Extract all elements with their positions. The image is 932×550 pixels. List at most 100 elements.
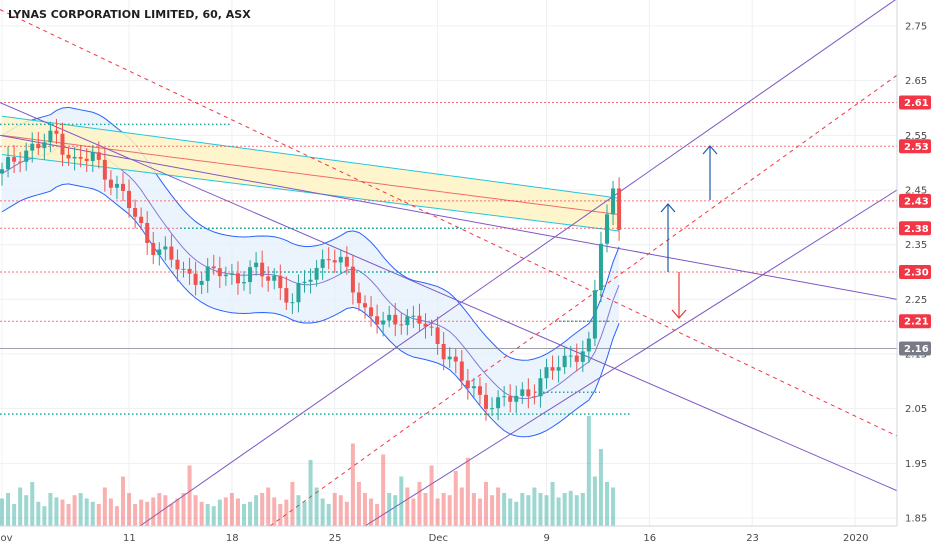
volume-bar — [568, 490, 573, 526]
volume-bar — [369, 498, 374, 526]
candle-body — [405, 316, 410, 326]
volume-bars — [0, 416, 616, 526]
volume-bar — [502, 493, 507, 526]
candle-body — [151, 242, 156, 256]
volume-bar — [296, 495, 301, 526]
price-badge-label: 2.21 — [904, 317, 929, 328]
volume-bar — [235, 498, 240, 526]
volume-bar — [308, 460, 313, 526]
candle-body — [84, 158, 89, 162]
candle-body — [30, 143, 35, 151]
volume-bar — [405, 487, 410, 526]
time-tick-label: 11 — [123, 533, 136, 544]
ma-cloud — [2, 116, 620, 231]
candle-body — [0, 169, 4, 174]
volume-bar — [290, 482, 295, 526]
candle-body — [568, 355, 573, 357]
volume-bar — [496, 487, 501, 526]
volume-bar — [574, 495, 579, 526]
candle-body — [169, 246, 174, 260]
volume-bar — [429, 465, 434, 526]
price-tick-label: 2.75 — [905, 22, 927, 33]
candle-body — [586, 338, 591, 352]
candle-body — [356, 292, 361, 304]
candle-body — [199, 280, 204, 285]
candle-body — [562, 355, 567, 368]
volume-bar — [381, 454, 386, 526]
candle-body — [477, 386, 482, 395]
time-tick-label: 23 — [746, 533, 759, 544]
price-badge-label: 2.61 — [904, 98, 929, 109]
candle-body — [108, 179, 113, 188]
volume-bar — [217, 499, 222, 526]
volume-bar — [114, 506, 119, 526]
volume-bar — [36, 501, 41, 526]
volume-bar — [78, 493, 83, 526]
volume-bar — [332, 493, 337, 526]
candles — [0, 118, 622, 421]
volume-bar — [562, 493, 567, 526]
candle-body — [598, 243, 603, 291]
volume-bar — [24, 495, 29, 526]
price-tick-label: 2.55 — [905, 131, 927, 142]
candle-body — [175, 259, 180, 270]
candle-body — [260, 262, 265, 277]
candle-body — [217, 268, 222, 277]
volume-bar — [302, 501, 307, 526]
candle-body — [163, 246, 168, 250]
volume-bar — [96, 504, 101, 526]
candle-body — [18, 161, 23, 163]
volume-bar — [514, 501, 519, 526]
price-badge: 2.38 — [899, 221, 931, 236]
price-tick-label: 2.05 — [905, 404, 927, 415]
candle-body — [211, 266, 216, 269]
candle-body — [411, 315, 416, 317]
candle-body — [290, 302, 295, 304]
volume-bar — [187, 465, 192, 526]
candle-body — [90, 152, 95, 162]
candle-body — [399, 324, 404, 326]
candle-body — [538, 378, 543, 397]
trend-line-lower-desc — [0, 102, 898, 492]
volume-bar — [12, 504, 17, 526]
price-badge-label: 2.16 — [904, 344, 929, 355]
candle-body — [187, 268, 192, 274]
candle-body — [139, 216, 144, 224]
candle-body — [60, 133, 65, 155]
candle-body — [429, 326, 434, 328]
time-tick-label: Nov — [0, 533, 13, 544]
volume-bar — [375, 504, 380, 526]
volume-bar — [484, 482, 488, 526]
volume-bar — [471, 493, 476, 526]
volume-bar — [459, 487, 464, 526]
candle-body — [574, 355, 579, 362]
volume-bar — [72, 495, 77, 526]
volume-bar — [526, 495, 531, 526]
volume-bar — [30, 482, 35, 526]
candle-body — [72, 156, 77, 159]
volume-bar — [145, 501, 150, 526]
candle-body — [605, 214, 609, 244]
volume-bar — [278, 504, 283, 526]
volume-bar — [266, 487, 271, 526]
volume-bar — [0, 498, 4, 526]
candle-body — [381, 320, 386, 325]
candle-body — [121, 183, 125, 191]
volume-bar — [54, 497, 59, 526]
trend-line-asc-upper — [139, 0, 896, 527]
volume-bar — [248, 501, 253, 526]
volume-bar — [611, 487, 616, 526]
price-tick-label: 2.25 — [905, 295, 927, 306]
candle-body — [484, 394, 488, 409]
candle-body — [12, 157, 17, 162]
candle-body — [502, 396, 507, 398]
trend-line-asc-lower — [364, 189, 898, 527]
candle-body — [423, 323, 428, 327]
candle-body — [490, 408, 495, 410]
candle-body — [278, 275, 283, 289]
volume-bar — [175, 498, 180, 526]
candle-body — [350, 266, 355, 293]
volume-bar — [556, 497, 561, 526]
